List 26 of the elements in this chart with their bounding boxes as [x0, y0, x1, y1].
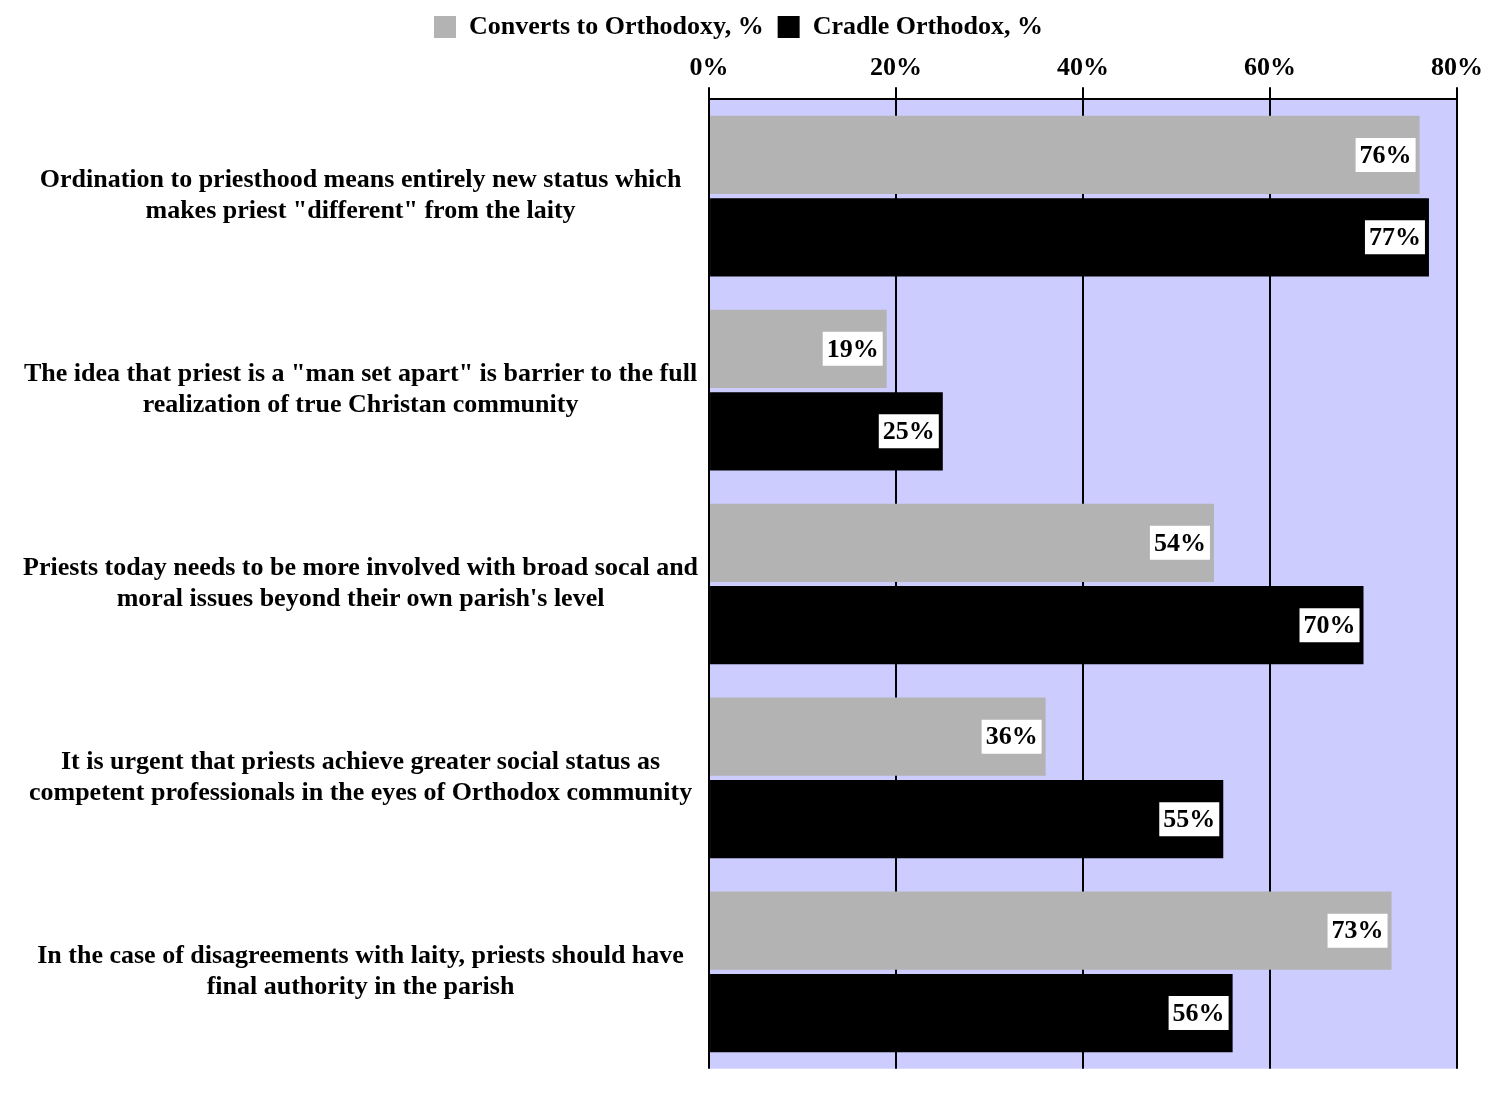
x-tick-label: 0%: [689, 52, 729, 82]
x-tick-label: 80%: [1431, 52, 1483, 82]
y-tick-label: Priests today needs to be more involved with broad socal and moral issues beyond their own parish's level: [23, 552, 699, 613]
data-label: 36%: [985, 721, 1038, 751]
y-tick-label: It is urgent that priests achieve greater social status as competent professionals in the eyes of Orthodox community: [28, 746, 693, 807]
data-label: 76%: [1359, 139, 1412, 169]
bar: [710, 891, 1392, 970]
y-tick-label: The idea that priest is a "man set apart" is barrier to the full realization of true Christan community: [23, 358, 698, 419]
bar: [710, 697, 1046, 776]
bar: [710, 115, 1420, 195]
data-label: 19%: [826, 333, 879, 363]
bar: [710, 503, 1214, 582]
data-label: 70%: [1303, 609, 1356, 639]
y-tick-label: In the case of disagreements with laity, priests should have final authority in the parish: [37, 939, 684, 1001]
data-label: 73%: [1331, 915, 1384, 945]
data-label: 25%: [882, 416, 935, 446]
legend-label: Converts to Orthodoxy, %: [468, 10, 764, 40]
y-tick-label: Ordination to priesthood means entirely new status which makes priest "different" from the laity: [39, 164, 682, 225]
x-tick-label: 60%: [1244, 52, 1297, 82]
legend-label: Cradle Orthodox, %: [812, 10, 1044, 40]
data-label: 56%: [1172, 997, 1225, 1027]
data-label: 54%: [1153, 527, 1206, 557]
x-tick-label: 20%: [870, 52, 923, 82]
data-label: 55%: [1163, 803, 1216, 833]
x-tick-label: 40%: [1057, 52, 1110, 82]
data-label: 77%: [1368, 222, 1421, 252]
